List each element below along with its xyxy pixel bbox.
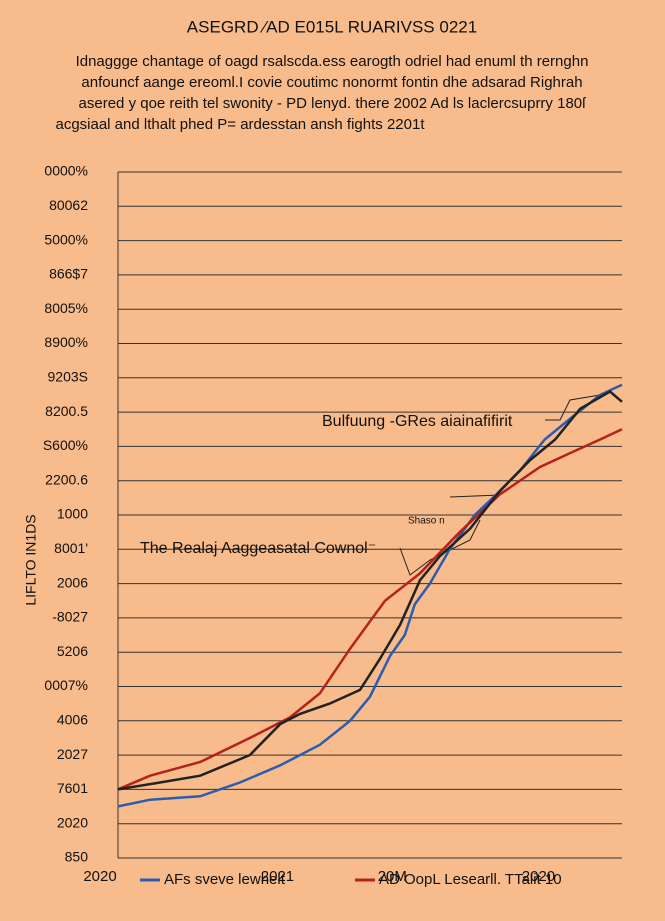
y-tick-label: 80062 [49,197,88,213]
y-tick-label: 7601 [57,780,88,796]
x-tick-label: 2020 [522,868,555,885]
y-axis-label: LIFLTO IN1DS [23,514,39,605]
x-tick-label: 2021 [261,868,294,885]
subtitle-line: acgsiaal and lthalt phed P= ardesstan an… [55,116,425,133]
y-tick-label: 850 [65,849,89,865]
x-tick-label: 20M [378,868,407,885]
line [117,383,623,808]
y-tick-label: -8027 [52,609,88,625]
y-tick-label: 8200.5 [45,403,88,419]
y-tick-label: 8001' [54,540,88,556]
legend-label: AD OopL Lesearll. TTalit 10 [379,871,562,888]
y-tick-label: 2027 [57,746,88,762]
subtitle-line: asered y qoe reith tel swonity - PD leny… [79,95,587,112]
chart-title: ASEGRD ⁄AD E015L RUARIVSS 0221 [187,17,477,36]
line [117,428,623,791]
y-tick-label: 4006 [57,712,88,728]
x-tick-label: 2020 [83,868,116,885]
y-tick-label: 5000% [44,231,88,247]
y-tick-label: S600% [43,437,88,453]
y-tick-label: 866$7 [49,266,88,282]
y-tick-label: 8900% [44,334,88,350]
annotation: The Realaj Aaggeasatal Cownol⁻ [140,540,376,557]
legend-label: AFs sveve lewhelt [164,871,286,888]
subtitle-line: Idnaggge chantage of oagd rsalscda.ess e… [76,53,589,70]
y-tick-label: 0000% [44,163,88,179]
annotation: Bulfuung -GRes aiainafifirit [322,413,513,430]
y-tick-label: 1000 [57,506,88,522]
y-tick-label: 5206 [57,643,88,659]
annotation-arrows [399,394,601,576]
y-tick-label: 2006 [57,574,88,590]
y-tick-label: 2020 [57,814,88,830]
y-tick-label: 2200.6 [45,471,88,487]
y-tick-label: 9203S [48,369,88,385]
line [117,389,623,791]
y-tick-label: 0007% [44,677,88,693]
annotation: Shaso n [408,516,445,527]
y-tick-label: 8005% [44,300,88,316]
subtitle-line: anfouncf aange ereoml.I covie coutimc no… [81,74,582,91]
